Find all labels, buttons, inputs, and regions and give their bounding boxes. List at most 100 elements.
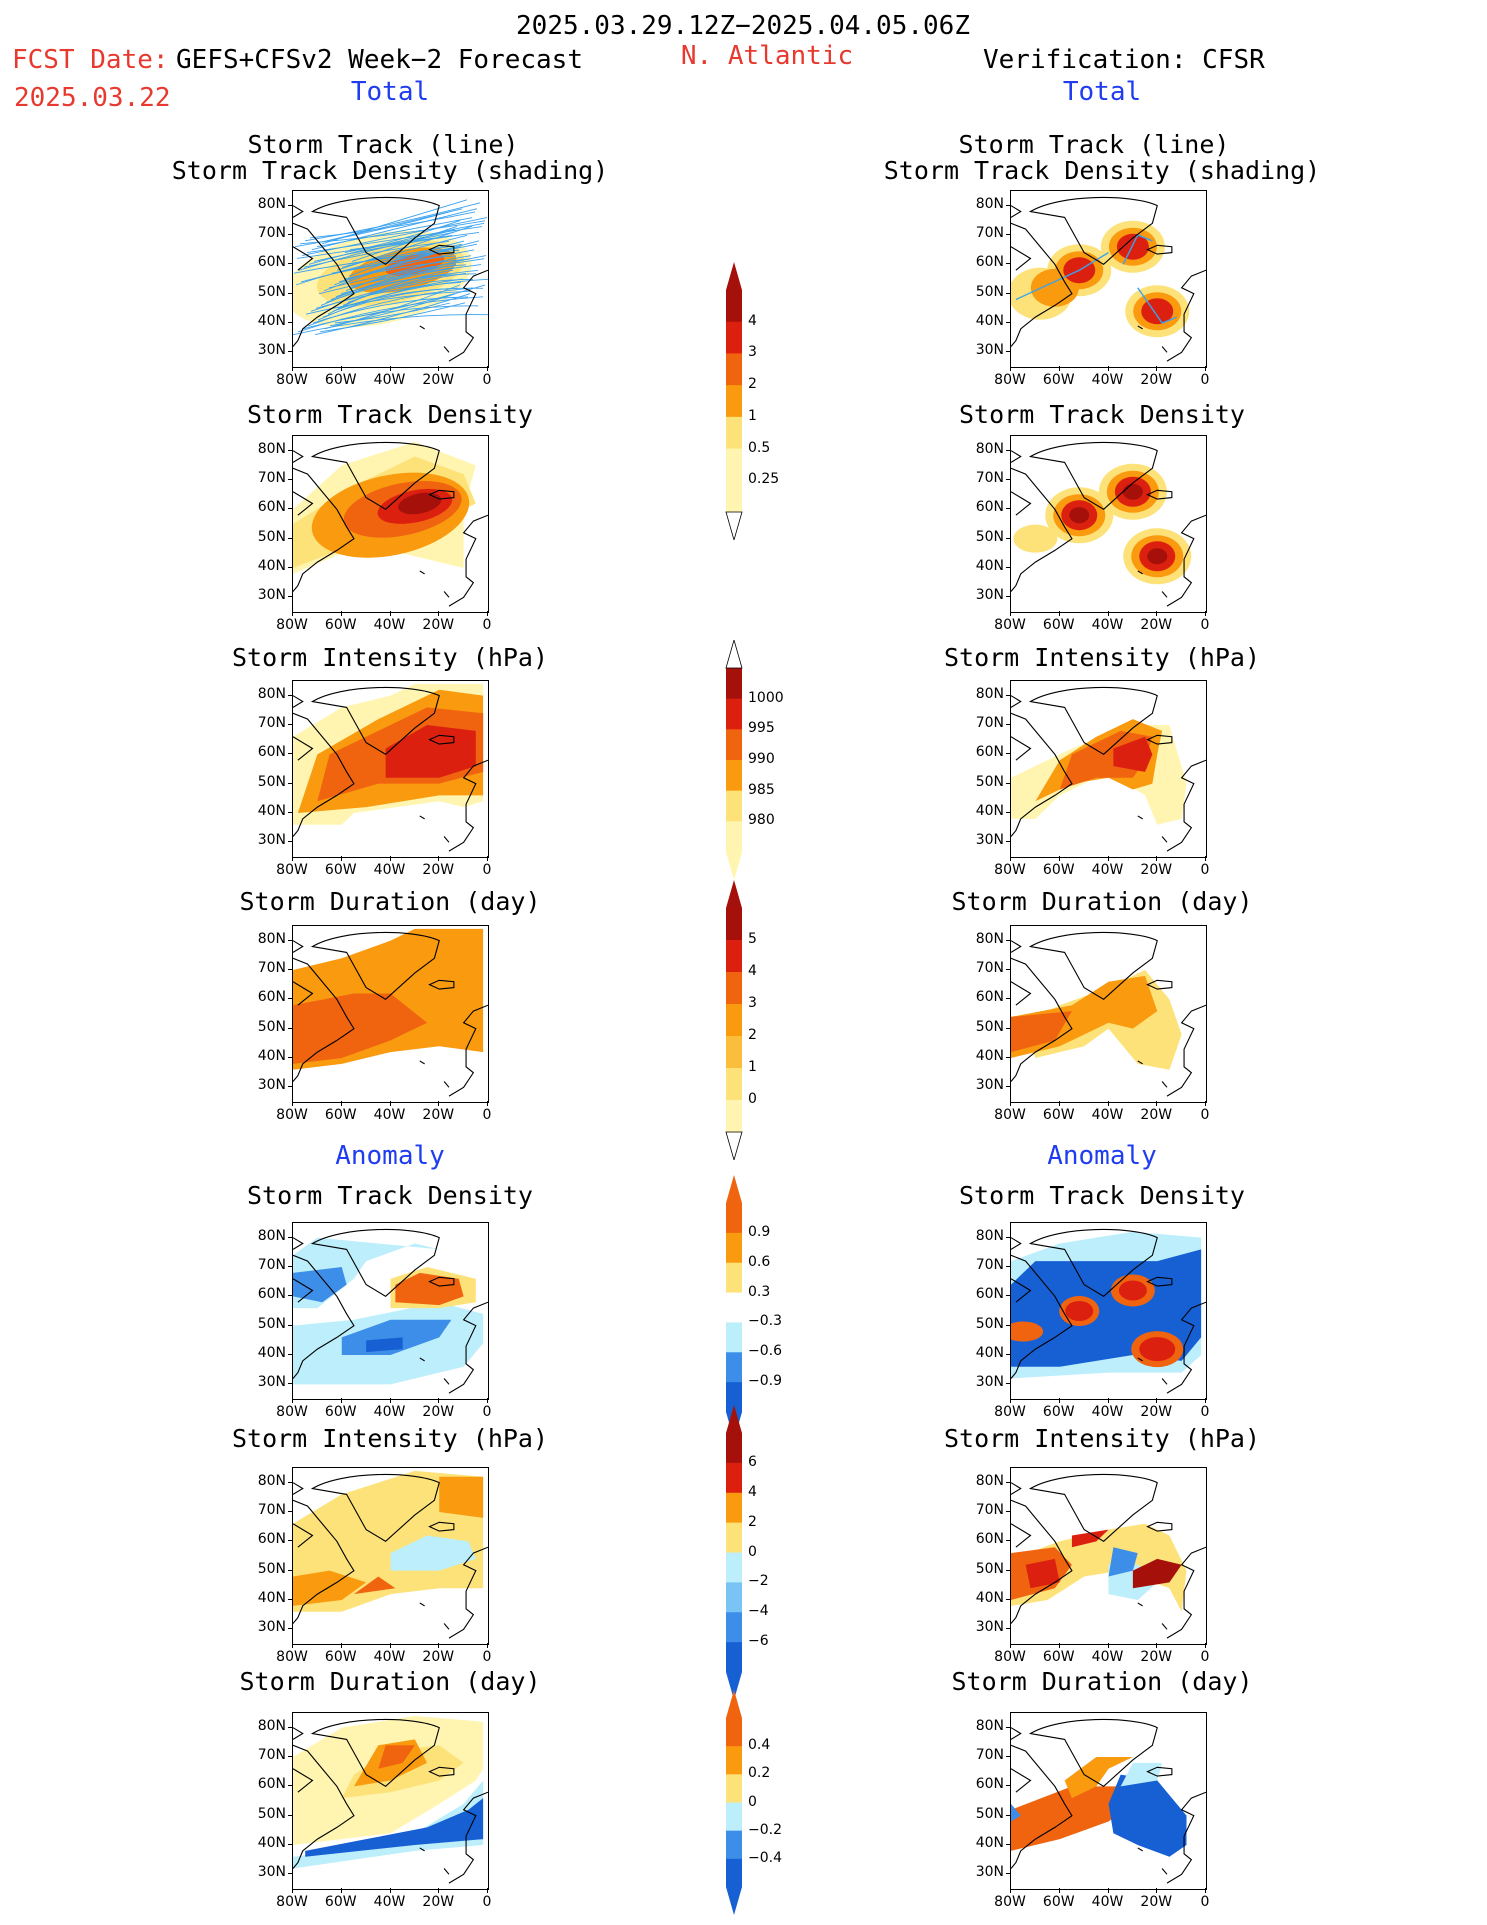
lon-tick [1010, 366, 1011, 371]
lat-tick [288, 1756, 293, 1757]
lat-tick [1006, 508, 1011, 510]
lat-tick [1006, 479, 1011, 480]
lon-tick [1010, 1888, 1011, 1893]
lon-tick [438, 611, 440, 616]
lon-label: 20W [1140, 1404, 1173, 1420]
map-plot [1011, 196, 1206, 362]
lat-label: 40N [975, 1048, 1004, 1064]
lon-label: 0 [482, 1107, 492, 1123]
lon-label: 20W [1140, 1894, 1173, 1910]
title-anom-intensity-right: Storm Intensity (hPa) [943, 1424, 1261, 1453]
colorbar-label: 3 [748, 995, 757, 1011]
colorbar-label: −4 [748, 1603, 769, 1620]
lat-label: 40N [975, 803, 1004, 819]
lon-tick [340, 611, 342, 616]
lat-label: 70N [257, 1502, 286, 1518]
title-anom-density-right: Storm Track Density [959, 1181, 1245, 1210]
lon-label: 0 [1200, 862, 1210, 878]
lon-label: 80W [276, 1894, 308, 1910]
lat-label: 80N [257, 195, 286, 212]
lat-tick [1006, 1383, 1011, 1385]
lat-tick [288, 1354, 293, 1355]
lat-label: 40N [975, 1590, 1004, 1606]
colorbar-intensity: 1000 995 990 985 980 [724, 638, 784, 884]
lat-tick [1006, 567, 1011, 568]
lat-label: 60N [975, 989, 1004, 1006]
colorbar-label: −0.4 [748, 1849, 782, 1866]
lon-tick [438, 856, 440, 861]
lon-tick [389, 611, 391, 616]
lon-tick [1205, 856, 1206, 861]
map-plot [1011, 1473, 1206, 1639]
lat-tick [1006, 812, 1011, 813]
lat-tick [288, 1726, 293, 1728]
colorbar-intensity-anom: 6 4 2 0 −2 −4 −6 [724, 1405, 769, 1704]
lat-label: 30N [257, 1619, 286, 1636]
map-plot [293, 1228, 488, 1394]
title-track-line-left: Storm Track (line) [247, 130, 519, 159]
colorbar-label: 980 [748, 812, 775, 829]
lat-label: 60N [975, 499, 1004, 516]
lon-label: 40W [1091, 1107, 1124, 1123]
lat-label: 80N [975, 930, 1004, 947]
lat-label: 40N [975, 1835, 1004, 1851]
lon-label: 80W [994, 1894, 1026, 1910]
colorbar-label: 985 [748, 781, 775, 798]
lat-tick [1006, 292, 1011, 294]
lat-tick [1006, 1511, 1011, 1512]
lon-tick [1107, 1888, 1109, 1893]
lat-tick [1006, 1236, 1011, 1238]
lat-tick [1006, 724, 1011, 725]
lon-tick [1107, 1101, 1109, 1106]
lat-tick [1006, 1785, 1011, 1787]
lon-tick [1058, 856, 1060, 861]
lon-tick [1156, 366, 1158, 371]
colorbar-label: 0.3 [748, 1283, 771, 1300]
lat-label: 40N [257, 803, 286, 819]
map-frame [292, 680, 489, 858]
lon-tick [438, 1888, 440, 1893]
lat-tick [1006, 1726, 1011, 1728]
lon-tick [340, 856, 342, 861]
lat-label: 60N [975, 1286, 1004, 1303]
lat-tick [288, 322, 293, 323]
colorbar-label: −0.9 [748, 1373, 782, 1390]
lon-tick [1010, 1398, 1011, 1403]
lat-label: 70N [975, 470, 1004, 486]
lon-tick [1010, 1101, 1011, 1106]
lon-label: 80W [994, 1649, 1026, 1665]
lat-label: 50N [257, 528, 286, 545]
colorbar-label: 1 [748, 1059, 757, 1075]
lat-tick [288, 1814, 293, 1816]
title-track-density-shading-right: Storm Track Density (shading) [883, 156, 1321, 185]
lat-tick [1006, 1814, 1011, 1816]
lat-label: 50N [975, 528, 1004, 545]
lat-tick [1006, 782, 1011, 784]
lat-tick [1006, 234, 1011, 235]
lat-tick [288, 449, 293, 451]
lon-label: 60W [324, 1404, 357, 1420]
colorbar-label: 1000 [748, 689, 784, 706]
lat-tick [288, 567, 293, 568]
lat-tick [1006, 1628, 1011, 1630]
lat-tick [288, 1599, 293, 1600]
lat-tick [288, 1266, 293, 1267]
map-frame [1010, 435, 1207, 613]
lat-label: 50N [257, 773, 286, 790]
lon-label: 60W [324, 862, 357, 878]
lon-label: 20W [422, 1649, 455, 1665]
lat-tick [288, 234, 293, 235]
lon-tick [1205, 1888, 1206, 1893]
lat-label: 50N [975, 1805, 1004, 1822]
map-frame [1010, 680, 1207, 858]
lat-tick [288, 812, 293, 813]
lat-tick [1006, 1324, 1011, 1326]
lat-label: 60N [257, 744, 286, 761]
colorbar-label: 995 [748, 720, 775, 737]
lat-label: 70N [975, 1502, 1004, 1518]
lat-tick [288, 292, 293, 294]
lon-tick [389, 1398, 391, 1403]
lon-label: 60W [1042, 1404, 1075, 1420]
lon-tick [1058, 1101, 1060, 1106]
lon-tick [292, 1888, 293, 1893]
